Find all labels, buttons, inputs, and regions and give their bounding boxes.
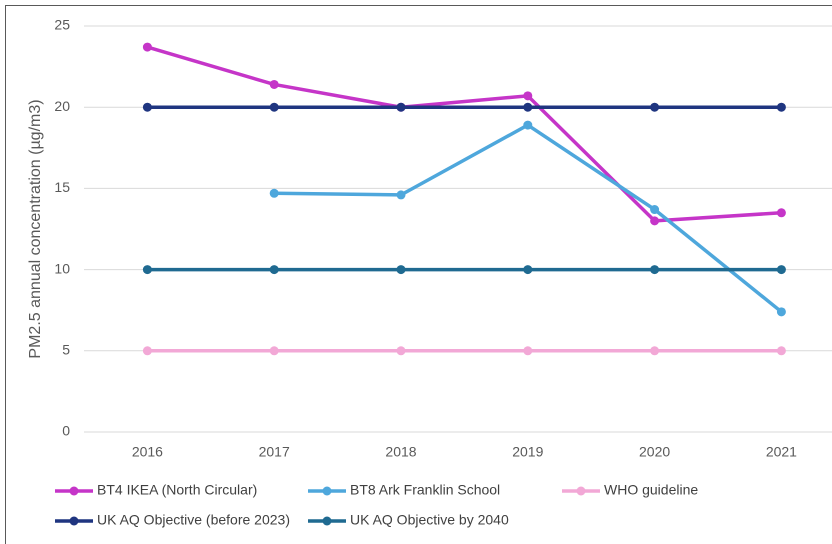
data-point: [269, 102, 279, 112]
legend-marker: [69, 486, 79, 496]
y-tick-label: 0: [62, 423, 70, 439]
legend-label: BT8 Ark Franklin School: [350, 482, 500, 498]
data-point: [396, 265, 406, 275]
data-point: [776, 346, 786, 356]
data-point: [396, 102, 406, 112]
data-point: [523, 265, 533, 275]
data-point: [776, 307, 786, 317]
legend-marker: [322, 516, 332, 526]
data-point: [523, 346, 533, 356]
chart-frame: [5, 5, 832, 544]
series-line: [146, 45, 782, 223]
y-axis-label: PM2.5 annual concentration (µg/m3): [27, 99, 44, 358]
legend-label: WHO guideline: [604, 482, 698, 498]
data-point: [269, 346, 279, 356]
data-point: [269, 188, 279, 198]
data-point: [650, 102, 660, 112]
data-point: [523, 91, 533, 101]
legend-label: UK AQ Objective by 2040: [350, 512, 509, 528]
data-point: [776, 102, 786, 112]
legend-marker: [322, 486, 332, 496]
data-point: [142, 265, 152, 275]
legend-marker: [576, 486, 586, 496]
data-point: [142, 102, 152, 112]
data-point: [142, 346, 152, 356]
data-point: [269, 79, 279, 89]
y-tick-label: 10: [54, 260, 70, 276]
y-tick-label: 5: [62, 342, 70, 358]
x-tick-label: 2019: [512, 444, 543, 460]
data-point: [396, 190, 406, 200]
data-point: [650, 265, 660, 275]
legend-label: UK AQ Objective (before 2023): [97, 512, 290, 528]
legend-label: BT4 IKEA (North Circular): [97, 482, 257, 498]
data-point: [142, 42, 152, 52]
y-tick-label: 20: [54, 98, 70, 114]
x-tick-label: 2016: [132, 444, 163, 460]
legend-marker: [69, 516, 79, 526]
data-point: [523, 120, 533, 130]
x-tick-label: 2017: [259, 444, 290, 460]
x-tick-label: 2018: [385, 444, 416, 460]
data-point: [650, 346, 660, 356]
data-point: [650, 216, 660, 226]
data-point: [269, 265, 279, 275]
y-tick-label: 25: [54, 17, 70, 33]
data-point: [776, 208, 786, 218]
data-point: [523, 102, 533, 112]
data-point: [650, 205, 660, 215]
x-tick-label: 2020: [639, 444, 670, 460]
x-tick-label: 2021: [766, 444, 797, 460]
data-point: [396, 346, 406, 356]
y-tick-label: 15: [54, 179, 70, 195]
data-point: [776, 265, 786, 275]
